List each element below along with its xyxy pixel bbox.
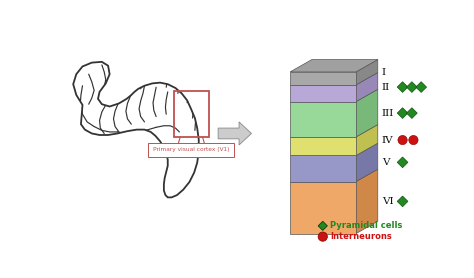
Text: V: V — [382, 158, 389, 167]
Polygon shape — [406, 82, 417, 93]
Polygon shape — [356, 73, 378, 101]
Polygon shape — [356, 169, 378, 234]
Text: I: I — [382, 68, 386, 77]
Polygon shape — [406, 108, 417, 118]
Polygon shape — [318, 221, 328, 230]
Polygon shape — [290, 137, 356, 155]
Polygon shape — [397, 196, 408, 207]
Polygon shape — [416, 82, 427, 93]
Polygon shape — [397, 157, 408, 168]
Polygon shape — [290, 72, 356, 85]
Bar — [174, 91, 209, 137]
Polygon shape — [356, 143, 378, 182]
Polygon shape — [356, 125, 378, 155]
Text: Interneurons: Interneurons — [330, 232, 392, 241]
Text: VI: VI — [382, 197, 393, 206]
Polygon shape — [356, 59, 378, 85]
Polygon shape — [290, 85, 356, 101]
Text: III: III — [382, 109, 394, 118]
Polygon shape — [290, 182, 356, 234]
Polygon shape — [356, 89, 378, 137]
Polygon shape — [397, 82, 408, 93]
Text: Primary visual cortex (V1): Primary visual cortex (V1) — [153, 147, 229, 152]
Polygon shape — [290, 101, 356, 137]
Polygon shape — [290, 155, 356, 182]
Circle shape — [318, 232, 328, 241]
Polygon shape — [73, 62, 199, 197]
Ellipse shape — [166, 120, 193, 136]
Polygon shape — [397, 108, 408, 118]
Text: IV: IV — [382, 136, 393, 145]
Circle shape — [398, 135, 407, 145]
Circle shape — [409, 135, 418, 145]
Text: Pyramidal cells: Pyramidal cells — [330, 221, 403, 230]
Polygon shape — [218, 122, 251, 145]
Polygon shape — [290, 59, 378, 72]
Text: II: II — [382, 83, 390, 91]
